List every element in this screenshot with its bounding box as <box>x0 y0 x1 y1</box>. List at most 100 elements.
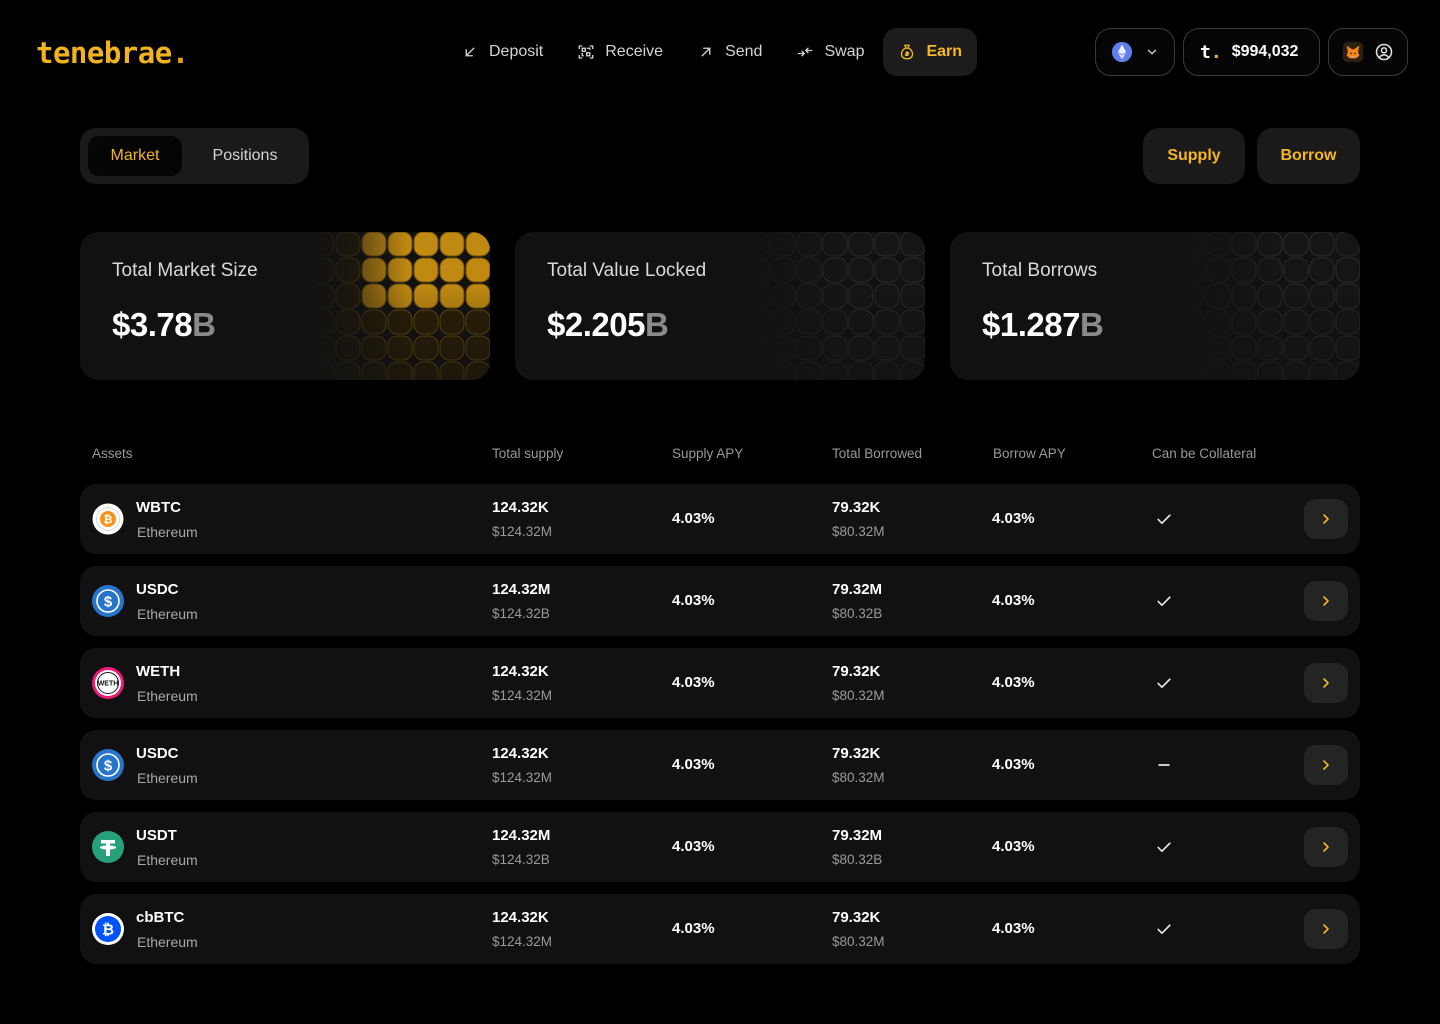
borrow-button[interactable]: Borrow <box>1257 128 1360 184</box>
collateral-indicator <box>1154 509 1174 529</box>
balance-display[interactable]: t. $994,032 <box>1183 28 1320 76</box>
total-supply: 124.32K <box>492 745 549 762</box>
tab-positions[interactable]: Positions <box>212 147 278 164</box>
stat-label: Total Borrows <box>982 260 1098 281</box>
chevron-right-icon <box>1323 760 1329 770</box>
svg-text:₿: ₿ <box>104 514 113 526</box>
total-borrowed: 79.32K <box>832 663 881 680</box>
grid-pattern-decoration <box>745 232 925 380</box>
asset-network: Ethereum <box>137 606 198 622</box>
total-borrowed: 79.32K <box>832 909 881 926</box>
supply-apy: 4.03% <box>672 920 715 937</box>
total-supply: 124.32M <box>492 581 551 598</box>
total-borrowed: 79.32K <box>832 499 881 516</box>
table-row[interactable]: ₿ cbBTC Ethereum 124.32K $124.32M 4.03% 79.32K… <box>80 894 1360 964</box>
supply-apy: 4.03% <box>672 510 715 527</box>
svg-text:$: $ <box>104 758 113 775</box>
tenebrae-logo[interactable]: tenebrae. <box>36 36 189 70</box>
collateral-indicator <box>1154 591 1174 611</box>
grid-pattern-decoration <box>1180 232 1360 380</box>
collateral-indicator <box>1154 837 1174 857</box>
header-supply-apy[interactable]: Supply APY <box>672 446 744 461</box>
header-can-be-collateral[interactable]: Can be Collateral <box>1152 446 1257 461</box>
asset-network: Ethereum <box>137 688 198 704</box>
swap-arrows-icon <box>798 47 813 57</box>
table-row[interactable]: $ USDC Ethereum 124.32K $124.32M 4.03% 79.32K $… <box>80 730 1360 800</box>
chevron-right-icon <box>1323 924 1329 934</box>
nav-receive[interactable]: Receive <box>562 28 678 76</box>
check-icon <box>1157 678 1171 688</box>
total-borrowed: 79.32M <box>832 581 883 598</box>
chevron-right-icon <box>1323 514 1329 524</box>
total-borrowed-usd: $80.32B <box>832 606 883 621</box>
stat-card-value-locked: Total Value Locked $2.205B <box>515 232 925 380</box>
open-asset-button[interactable] <box>1304 745 1348 785</box>
supply-button[interactable]: Supply <box>1143 128 1245 184</box>
borrow-apy: 4.03% <box>992 674 1035 691</box>
qr-scan-icon <box>578 45 594 59</box>
header-borrow-apy[interactable]: Borrow APY <box>993 446 1066 461</box>
nav-deposit[interactable]: Deposit <box>446 28 558 76</box>
stat-card-total-borrows: Total Borrows $1.287B <box>950 232 1360 380</box>
total-borrowed: 79.32M <box>832 827 883 844</box>
money-bag-icon <box>901 44 914 60</box>
stat-label: Total Market Size <box>112 260 258 281</box>
total-supply-usd: $124.32M <box>492 934 553 949</box>
grid-pattern-decoration <box>310 232 490 380</box>
dash-icon <box>1158 764 1170 766</box>
supply-apy: 4.03% <box>672 756 715 773</box>
top-navigation-bar: tenebrae. Deposit Receive Send Swap Earn… <box>0 0 1440 104</box>
borrow-apy: 4.03% <box>992 592 1035 609</box>
table-row[interactable]: USDT Ethereum 124.32M $124.32B 4.03% 79.32M $8… <box>80 812 1360 882</box>
header-total-borrowed[interactable]: Total Borrowed <box>832 446 923 461</box>
open-asset-button[interactable] <box>1304 827 1348 867</box>
open-asset-button[interactable] <box>1304 909 1348 949</box>
borrow-apy: 4.03% <box>992 510 1035 527</box>
svg-text:WETH: WETH <box>98 681 119 688</box>
asset-network: Ethereum <box>137 524 198 540</box>
borrow-apy: 4.03% <box>992 920 1035 937</box>
balance-value: $994,032 <box>1231 43 1299 60</box>
asset-network: Ethereum <box>137 852 198 868</box>
tab-market[interactable]: Market <box>88 136 182 176</box>
nav-earn[interactable]: Earn <box>883 28 978 76</box>
open-asset-button[interactable] <box>1304 499 1348 539</box>
chevron-right-icon <box>1323 596 1329 606</box>
nav-send[interactable]: Send <box>682 28 777 76</box>
supply-apy: 4.03% <box>672 838 715 855</box>
open-asset-button[interactable] <box>1304 581 1348 621</box>
chain-selector[interactable] <box>1095 28 1175 76</box>
total-supply-usd: $124.32B <box>492 852 550 867</box>
check-icon <box>1157 514 1171 524</box>
asset-network: Ethereum <box>137 770 198 786</box>
usdc-icon: $ <box>92 749 124 781</box>
nav-swap[interactable]: Swap <box>781 28 879 76</box>
check-icon <box>1157 596 1171 606</box>
check-icon <box>1157 842 1171 852</box>
stat-value: $3.78B <box>112 306 216 343</box>
svg-text:₿: ₿ <box>102 922 114 939</box>
user-circle-icon <box>1375 43 1393 61</box>
table-row[interactable]: ₿ WBTC Ethereum 124.32K $124.32M 4.03% 79.32K $… <box>80 484 1360 554</box>
total-supply: 124.32M <box>492 827 551 844</box>
main-nav: Deposit Receive Send Swap Earn <box>446 28 978 76</box>
stat-label: Total Value Locked <box>547 260 707 281</box>
total-borrowed-usd: $80.32M <box>832 770 885 785</box>
asset-symbol: USDC <box>136 581 179 598</box>
collateral-indicator <box>1154 755 1174 775</box>
table-row[interactable]: $ USDC Ethereum 124.32M $124.32B 4.03% 79.32M $… <box>80 566 1360 636</box>
header-total-supply[interactable]: Total supply <box>492 446 564 461</box>
wallet-account-button[interactable] <box>1328 28 1408 76</box>
table-row[interactable]: WETH WETH Ethereum 124.32K $124.32M 4.03% 79.3… <box>80 648 1360 718</box>
usdt-icon <box>92 831 124 863</box>
open-asset-button[interactable] <box>1304 663 1348 703</box>
total-supply: 124.32K <box>492 663 549 680</box>
wbtc-icon: ₿ <box>92 503 124 535</box>
usdc-icon: $ <box>92 585 124 617</box>
asset-symbol: USDC <box>136 745 179 762</box>
total-borrowed-usd: $80.32B <box>832 852 883 867</box>
total-borrowed-usd: $80.32M <box>832 688 885 703</box>
total-supply-usd: $124.32B <box>492 606 550 621</box>
header-assets[interactable]: Assets <box>92 446 133 461</box>
stat-card-market-size: Total Market Size $3.78B <box>80 232 490 380</box>
